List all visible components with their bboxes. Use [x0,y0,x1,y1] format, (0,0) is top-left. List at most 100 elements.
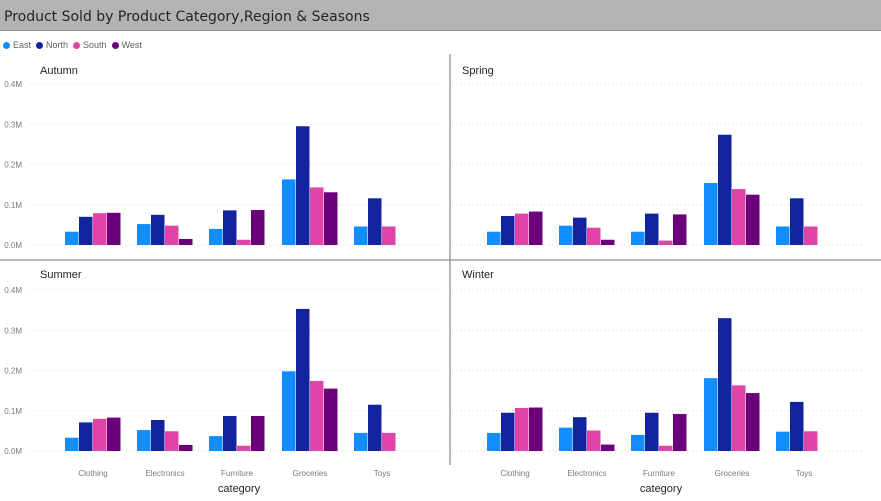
category-label-furniture: Furniture [221,469,254,478]
y-tick-label-autumn: 0.3M [4,120,22,129]
bar-winter-electronics-north [573,417,587,451]
bar-summer-groceries-south [310,380,324,451]
bar-summer-furniture-west [251,415,265,451]
y-tick-label-autumn: 0.4M [4,80,22,89]
bar-autumn-furniture-north [223,210,237,245]
bar-winter-clothing-south [515,407,529,451]
x-axis-title-right: category [640,483,683,495]
bar-summer-electronics-south [165,431,179,451]
bar-summer-furniture-north [223,415,237,451]
legend-item-east[interactable]: East [3,40,31,50]
bar-spring-groceries-east [704,183,718,245]
bar-spring-electronics-north [573,217,587,245]
legend-item-north[interactable]: North [36,40,68,50]
bar-spring-groceries-north [718,134,732,245]
bar-summer-groceries-north [296,308,310,451]
bar-summer-electronics-north [151,420,165,451]
y-tick-label-autumn: 0.1M [4,201,22,210]
bar-spring-toys-north [790,198,804,245]
bar-summer-toys-north [368,404,382,451]
plot-area: 0.0M 0.1M 0.2M 0.3M 0.4M 0.0M 0.1M 0.2M 0.3M 0.4M… [4,80,862,478]
bar-spring-groceries-south [732,189,746,245]
bar-summer-furniture-south [237,445,251,451]
panel-title-winter: Winter [462,269,494,281]
bar-autumn-groceries-north [296,126,310,245]
legend-label-east: East [13,40,32,50]
bar-spring-clothing-south [515,213,529,245]
bar-winter-clothing-west [529,407,543,451]
bar-winter-toys-south [804,431,818,451]
y-tick-label-summer: 0.0M [4,447,22,456]
bar-winter-furniture-west [673,413,687,451]
bar-winter-electronics-east [559,427,573,451]
category-label-groceries: Groceries [293,469,328,478]
bar-autumn-clothing-west [107,212,121,245]
bar-spring-electronics-south [587,227,601,245]
bar-summer-furniture-east [209,436,223,451]
panel-title-spring: Spring [462,65,494,77]
y-tick-label-summer: 0.4M [4,286,22,295]
bar-autumn-electronics-east [137,224,151,245]
category-label-clothing: Clothing [500,469,529,478]
bar-winter-electronics-south [587,430,601,451]
bar-winter-electronics-west [601,444,615,451]
bar-spring-toys-east [776,226,790,245]
bar-autumn-furniture-east [209,228,223,245]
bar-autumn-clothing-east [65,231,79,245]
chart-title-bar: Product Sold by Product Category,Region … [0,0,881,31]
y-tick-label-autumn: 0.0M [4,241,22,250]
category-label-toys: Toys [374,469,390,478]
y-tick-label-summer: 0.2M [4,367,22,376]
bar-autumn-electronics-south [165,225,179,245]
legend-item-south[interactable]: South [73,40,107,50]
legend-item-west[interactable]: West [111,40,142,50]
bar-winter-groceries-east [704,378,718,451]
y-tick-label-autumn: 0.2M [4,161,22,170]
bar-autumn-toys-south [382,226,396,245]
x-axis-title-left: category [218,483,261,495]
bar-winter-furniture-north [645,412,659,451]
bar-winter-toys-east [776,431,790,451]
legend-dot-west [111,41,119,49]
category-label-toys: Toys [796,469,812,478]
bar-autumn-toys-north [368,198,382,245]
bar-winter-groceries-south [732,385,746,451]
bar-spring-groceries-west [746,194,760,245]
bar-spring-furniture-east [631,231,645,245]
bar-winter-furniture-east [631,434,645,451]
panel-title-summer: Summer [40,269,82,281]
legend-dot-north [36,41,44,49]
legend: East North South West [3,38,147,52]
bar-summer-toys-east [354,432,368,451]
bar-winter-clothing-north [501,412,515,451]
bar-autumn-electronics-north [151,214,165,245]
bar-summer-clothing-south [93,418,107,451]
bar-winter-furniture-south [659,445,673,451]
bar-spring-furniture-south [659,240,673,245]
bar-summer-groceries-west [324,388,338,451]
category-label-electronics: Electronics [567,469,606,478]
bar-autumn-clothing-north [79,216,93,245]
bar-autumn-groceries-west [324,192,338,245]
bar-summer-electronics-east [137,430,151,451]
legend-label-west: West [121,40,142,50]
bar-spring-electronics-west [601,239,615,245]
bar-winter-groceries-west [746,393,760,451]
chart-title: Product Sold by Product Category,Region … [4,9,370,25]
legend-label-south: South [83,40,107,50]
bar-autumn-electronics-west [179,238,193,245]
bar-spring-clothing-west [529,211,543,245]
bar-spring-electronics-east [559,225,573,245]
bar-spring-clothing-north [501,216,515,245]
bar-spring-clothing-east [487,231,501,245]
category-label-clothing: Clothing [78,469,107,478]
bar-spring-toys-south [804,226,818,245]
legend-dot-south [73,41,81,49]
bar-summer-clothing-north [79,422,93,451]
bar-summer-electronics-west [179,444,193,451]
bar-autumn-groceries-south [310,187,324,245]
y-tick-label-summer: 0.3M [4,326,22,335]
bar-spring-furniture-west [673,214,687,245]
bar-summer-toys-south [382,432,396,451]
